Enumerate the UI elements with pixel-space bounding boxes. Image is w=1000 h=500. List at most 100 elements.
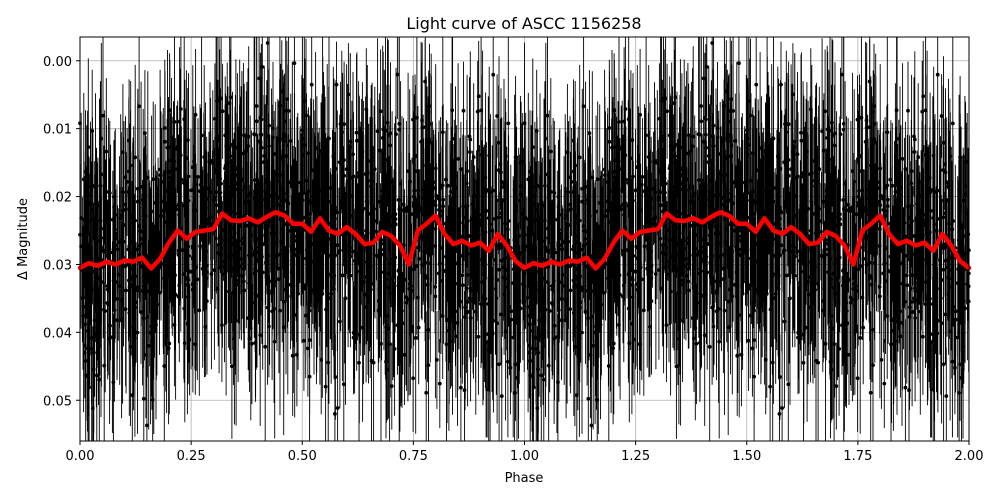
data-point bbox=[960, 296, 965, 300]
data-point bbox=[551, 223, 556, 228]
data-point bbox=[888, 177, 893, 182]
data-point bbox=[270, 184, 275, 189]
data-point bbox=[951, 219, 955, 223]
data-point bbox=[758, 146, 762, 151]
data-point bbox=[166, 346, 171, 351]
data-point bbox=[182, 306, 187, 311]
data-point bbox=[314, 273, 319, 278]
data-point bbox=[939, 114, 944, 118]
x-tick-label: 1.75 bbox=[843, 449, 872, 464]
data-point bbox=[878, 166, 883, 171]
data-point bbox=[888, 221, 893, 226]
data-point bbox=[292, 313, 297, 317]
data-point bbox=[799, 130, 803, 135]
data-point bbox=[735, 285, 740, 289]
data-point bbox=[581, 104, 586, 109]
data-point bbox=[817, 219, 822, 224]
data-point bbox=[941, 140, 946, 145]
data-point bbox=[673, 161, 678, 165]
data-point bbox=[258, 140, 263, 144]
data-point bbox=[915, 202, 919, 206]
data-point bbox=[744, 229, 748, 234]
data-point bbox=[307, 219, 311, 224]
data-point bbox=[444, 254, 448, 259]
data-point bbox=[470, 250, 475, 255]
data-point bbox=[340, 273, 345, 278]
data-point bbox=[180, 248, 185, 253]
data-point bbox=[543, 245, 548, 250]
data-point bbox=[433, 227, 438, 231]
data-point bbox=[737, 234, 742, 239]
data-point bbox=[89, 336, 94, 340]
data-point bbox=[702, 333, 707, 338]
data-point bbox=[886, 268, 891, 273]
data-point bbox=[683, 188, 688, 193]
data-point bbox=[497, 246, 501, 251]
data-point bbox=[657, 195, 661, 200]
data-point bbox=[439, 279, 443, 283]
data-point bbox=[112, 194, 116, 199]
data-point bbox=[792, 213, 797, 218]
data-point bbox=[426, 146, 431, 150]
data-point bbox=[483, 296, 488, 301]
data-point bbox=[130, 267, 135, 271]
data-point bbox=[603, 173, 607, 178]
data-point bbox=[89, 288, 94, 292]
data-point bbox=[607, 126, 612, 130]
data-point bbox=[739, 352, 744, 357]
data-point bbox=[543, 172, 548, 177]
data-point bbox=[208, 160, 212, 165]
data-point bbox=[307, 308, 312, 313]
data-point bbox=[270, 291, 274, 296]
data-point bbox=[611, 341, 616, 346]
data-point bbox=[715, 126, 720, 131]
data-point bbox=[721, 277, 726, 282]
data-point bbox=[433, 244, 438, 248]
data-point bbox=[903, 299, 907, 304]
data-point bbox=[225, 184, 230, 189]
data-point bbox=[622, 200, 627, 205]
data-point bbox=[731, 222, 735, 227]
data-point bbox=[825, 136, 830, 140]
data-point bbox=[406, 169, 410, 174]
data-point bbox=[359, 154, 364, 159]
data-point bbox=[227, 145, 232, 150]
data-point bbox=[133, 305, 138, 310]
data-point bbox=[961, 299, 966, 304]
data-point bbox=[932, 328, 937, 333]
data-point bbox=[813, 264, 817, 269]
data-point bbox=[722, 308, 727, 313]
data-point bbox=[325, 218, 330, 222]
data-point bbox=[883, 246, 888, 251]
data-point bbox=[599, 220, 604, 225]
data-point bbox=[269, 193, 274, 198]
data-point bbox=[871, 185, 876, 190]
data-point bbox=[790, 249, 795, 254]
data-point bbox=[140, 288, 145, 293]
data-point bbox=[602, 290, 606, 295]
data-point bbox=[424, 163, 429, 168]
data-point bbox=[703, 140, 707, 144]
data-point bbox=[499, 312, 503, 317]
data-point bbox=[853, 303, 857, 308]
data-point bbox=[435, 358, 439, 362]
data-point bbox=[678, 318, 683, 323]
data-point bbox=[139, 264, 143, 269]
data-point bbox=[573, 344, 577, 349]
data-point bbox=[276, 202, 281, 207]
data-point bbox=[112, 235, 117, 239]
data-point bbox=[201, 246, 206, 251]
data-point bbox=[358, 213, 363, 218]
data-point bbox=[841, 346, 846, 350]
data-point bbox=[257, 198, 261, 203]
data-point bbox=[628, 212, 632, 217]
data-point bbox=[786, 382, 791, 387]
data-point bbox=[966, 232, 971, 237]
data-point bbox=[139, 310, 143, 314]
data-point bbox=[910, 252, 915, 256]
data-point bbox=[931, 153, 936, 158]
data-point bbox=[427, 137, 432, 142]
data-point bbox=[449, 215, 454, 220]
data-point bbox=[383, 282, 388, 287]
data-point bbox=[608, 220, 613, 225]
